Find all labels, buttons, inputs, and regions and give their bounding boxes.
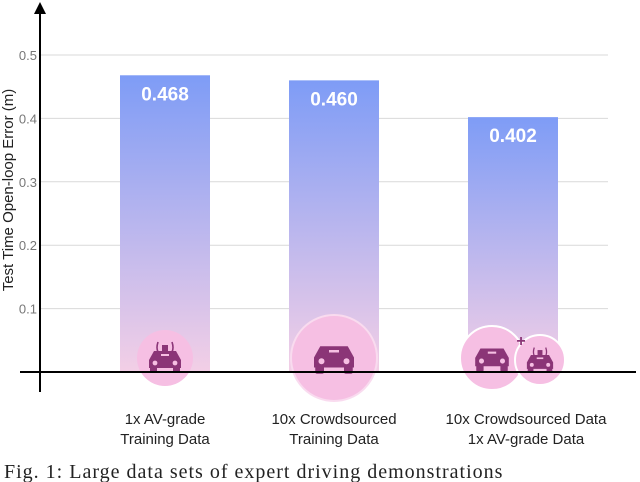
y-tick-label: 0.5 [19,48,37,63]
x-category-label: 10x Crowdsourced [271,411,396,428]
bar [120,75,210,373]
x-category-label: Training Data [289,431,379,448]
x-category-label: 10x Crowdsourced Data [446,411,608,428]
axes [20,2,636,392]
figure-caption: Fig. 1: Large data sets of expert drivin… [4,462,504,482]
plus-icon: + [516,333,525,350]
y-tick-label: 0.2 [19,238,37,253]
x-category-label: 1x AV-grade [125,411,206,428]
x-category-label: 1x AV-grade Data [468,431,585,448]
av-car-icon [137,330,193,386]
y-axis-label: Test Time Open-loop Error (m) [0,89,17,292]
bar-value-label: 0.460 [310,89,358,110]
y-tick-label: 0.3 [19,175,37,190]
bar-value-label: 0.468 [141,84,189,105]
labels: Test Time Open-loop Error (m) 0.1 0.2 0.3 0… [0,48,607,448]
y-tick-label: 0.4 [19,111,37,126]
y-tick-label: 0.1 [19,302,37,317]
x-category-label: Training Data [120,431,210,448]
y-axis-arrow-icon [34,2,46,14]
crowdsourced-car-icon [290,314,378,402]
bar-value-label: 0.402 [489,126,537,147]
bar-icons: + [137,314,566,402]
